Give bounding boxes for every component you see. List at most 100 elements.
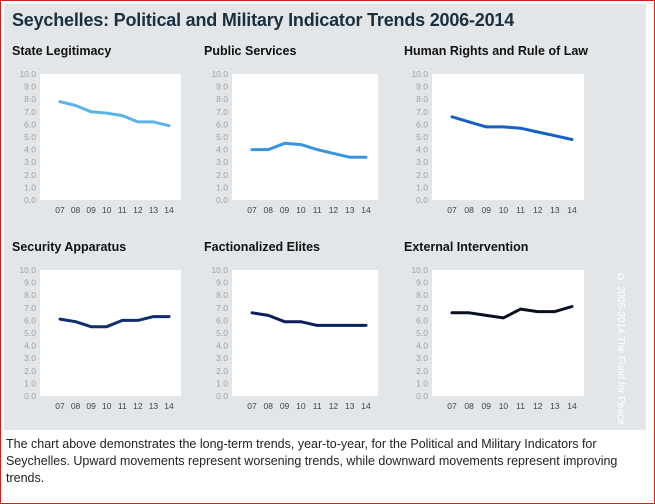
data-point (332, 324, 335, 327)
data-point (364, 324, 368, 327)
public-services-chart-title: Public Services (204, 44, 297, 58)
data-point (467, 120, 471, 124)
x-tick-label: 13 (345, 401, 355, 411)
data-point (553, 134, 557, 137)
x-tick-label: 12 (133, 401, 143, 411)
y-tick-label: 6.0 (416, 315, 428, 325)
y-tick-label: 8.0 (24, 290, 36, 300)
x-tick-label: 09 (86, 401, 96, 411)
y-tick-label: 8.0 (24, 94, 36, 104)
human-rights-and-rule-of-law-chart: 0.0 1.0 2.0 3.0 4.0 5.0 6.0 7.0 8.0 9.0 10.0 07 08 09… (411, 69, 584, 215)
x-tick-label: 12 (329, 205, 339, 215)
data-point (519, 307, 522, 311)
plot-area (432, 270, 584, 396)
data-point (74, 320, 77, 323)
plot-area (40, 270, 181, 396)
public-services-chart: 0.0 1.0 2.0 3.0 4.0 5.0 6.0 7.0 8.0 9.0 10.0 07 08 09… (211, 69, 378, 215)
y-tick-label: 9.0 (24, 278, 36, 288)
data-point (485, 314, 488, 317)
data-point (450, 115, 454, 119)
y-tick-label: 6.0 (416, 119, 428, 129)
data-point (58, 317, 62, 321)
y-tick-label: 8.0 (416, 94, 428, 104)
x-tick-label: 13 (550, 205, 560, 215)
data-point (450, 311, 454, 315)
series-line (450, 115, 574, 141)
x-tick-label: 08 (464, 205, 474, 215)
data-point (553, 310, 557, 313)
data-point (167, 315, 171, 318)
y-tick-label: 6.0 (216, 315, 228, 325)
x-tick-label: 07 (55, 401, 65, 411)
y-tick-label: 3.0 (24, 353, 36, 363)
y-tick-label: 0.0 (416, 195, 428, 205)
y-tick-label: 8.0 (416, 290, 428, 300)
x-tick-label: 14 (567, 205, 577, 215)
y-tick-label: 0.0 (216, 195, 228, 205)
data-point (121, 319, 124, 322)
y-tick-label: 3.0 (416, 353, 428, 363)
data-point (299, 143, 303, 146)
series-line (58, 100, 171, 128)
external-intervention-chart: 0.0 1.0 2.0 3.0 4.0 5.0 6.0 7.0 8.0 9.0 10.0 07 08 09… (411, 265, 584, 411)
y-tick-label: 9.0 (216, 278, 228, 288)
y-tick-label: 7.0 (416, 107, 428, 117)
data-point (121, 114, 124, 117)
y-tick-label: 4.0 (216, 341, 228, 351)
y-tick-label: 8.0 (216, 290, 228, 300)
data-point (250, 311, 254, 315)
data-point (58, 100, 62, 103)
y-tick-label: 9.0 (216, 82, 228, 92)
x-tick-label: 14 (164, 205, 174, 215)
x-tick-label: 14 (567, 401, 577, 411)
x-tick-label: 10 (102, 205, 112, 215)
y-tick-label: 7.0 (216, 107, 228, 117)
x-tick-label: 09 (482, 205, 492, 215)
state-legitimacy-chart: 0.0 1.0 2.0 3.0 4.0 5.0 6.0 7.0 8.0 9.0 10.0 07 08 09… (19, 69, 181, 215)
y-tick-label: 10.0 (211, 265, 228, 275)
x-tick-label: 12 (533, 401, 543, 411)
y-tick-label: 4.0 (416, 341, 428, 351)
data-point (502, 125, 505, 129)
x-tick-label: 10 (296, 205, 306, 215)
y-tick-label: 7.0 (24, 303, 36, 313)
y-tick-label: 5.0 (216, 132, 228, 142)
x-tick-label: 11 (313, 401, 322, 411)
x-tick-label: 09 (280, 401, 290, 411)
y-tick-label: 0.0 (216, 391, 228, 401)
y-tick-label: 2.0 (416, 366, 428, 376)
y-tick-label: 5.0 (216, 328, 228, 338)
x-tick-label: 13 (149, 401, 159, 411)
x-tick-label: 14 (361, 205, 371, 215)
y-tick-label: 1.0 (216, 378, 228, 388)
y-tick-label: 9.0 (416, 82, 428, 92)
x-tick-label: 08 (71, 205, 81, 215)
y-tick-label: 1.0 (24, 378, 36, 388)
copyright-notice: © 2005-2014 The Fund for Peace (615, 272, 626, 425)
page-title: Seychelles: Political and Military Indic… (12, 10, 515, 30)
data-point (485, 125, 488, 129)
x-tick-label: 12 (133, 205, 143, 215)
x-tick-label: 12 (329, 401, 339, 411)
x-tick-label: 11 (118, 401, 127, 411)
x-tick-label: 09 (86, 205, 96, 215)
series-line (250, 311, 368, 327)
y-tick-label: 2.0 (216, 366, 228, 376)
data-point (167, 124, 171, 127)
y-tick-label: 2.0 (216, 170, 228, 180)
y-tick-label: 0.0 (24, 391, 36, 401)
x-tick-label: 08 (464, 401, 474, 411)
data-point (283, 142, 286, 145)
security-apparatus-chart: 0.0 1.0 2.0 3.0 4.0 5.0 6.0 7.0 8.0 9.0 10.0 07 08 09… (19, 265, 181, 411)
series-line (58, 315, 171, 329)
x-tick-label: 14 (164, 401, 174, 411)
y-tick-label: 5.0 (416, 328, 428, 338)
data-point (315, 324, 319, 327)
data-point (136, 319, 140, 322)
data-point (315, 148, 319, 151)
x-tick-label: 07 (247, 401, 257, 411)
data-point (136, 120, 140, 124)
y-tick-label: 10.0 (411, 69, 428, 79)
x-tick-label: 11 (516, 205, 525, 215)
y-tick-label: 1.0 (416, 378, 428, 388)
